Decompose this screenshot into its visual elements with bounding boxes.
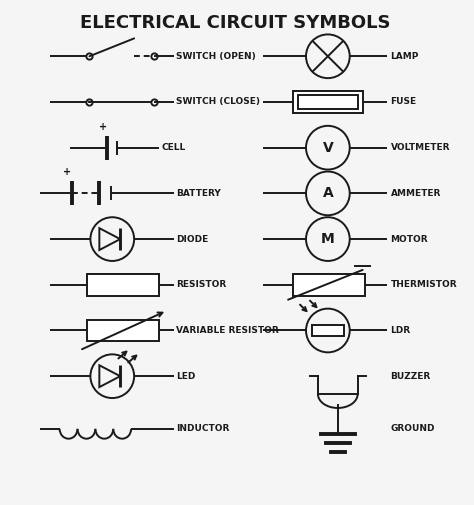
Text: ELECTRICAL CIRCUIT SYMBOLS: ELECTRICAL CIRCUIT SYMBOLS [80, 15, 391, 32]
Text: BUZZER: BUZZER [391, 372, 431, 381]
Text: A: A [322, 186, 333, 200]
Bar [87, 274, 159, 296]
Text: SWITCH (OPEN): SWITCH (OPEN) [176, 52, 255, 61]
Bar [293, 274, 365, 296]
Text: +: + [99, 122, 108, 132]
Bar [293, 91, 363, 113]
Text: LED: LED [176, 372, 195, 381]
Bar [312, 325, 344, 336]
Text: LAMP: LAMP [391, 52, 419, 61]
Text: BATTERY: BATTERY [176, 189, 220, 198]
Text: DIODE: DIODE [176, 235, 208, 243]
Text: CELL: CELL [162, 143, 186, 152]
Text: RESISTOR: RESISTOR [176, 280, 226, 289]
Text: MOTOR: MOTOR [391, 235, 428, 243]
Text: LDR: LDR [391, 326, 410, 335]
Bar [298, 95, 358, 109]
Text: INDUCTOR: INDUCTOR [176, 424, 229, 433]
Text: VOLTMETER: VOLTMETER [391, 143, 450, 152]
Text: V: V [322, 141, 333, 155]
Text: AMMETER: AMMETER [391, 189, 441, 198]
Text: +: + [64, 168, 72, 177]
Text: THERMISTOR: THERMISTOR [391, 280, 457, 289]
Text: GROUND: GROUND [391, 424, 435, 433]
Text: FUSE: FUSE [391, 97, 417, 107]
Text: VARIABLE RESISTOR: VARIABLE RESISTOR [176, 326, 279, 335]
Text: SWITCH (CLOSE): SWITCH (CLOSE) [176, 97, 260, 107]
Bar [87, 320, 159, 341]
Text: M: M [321, 232, 335, 246]
